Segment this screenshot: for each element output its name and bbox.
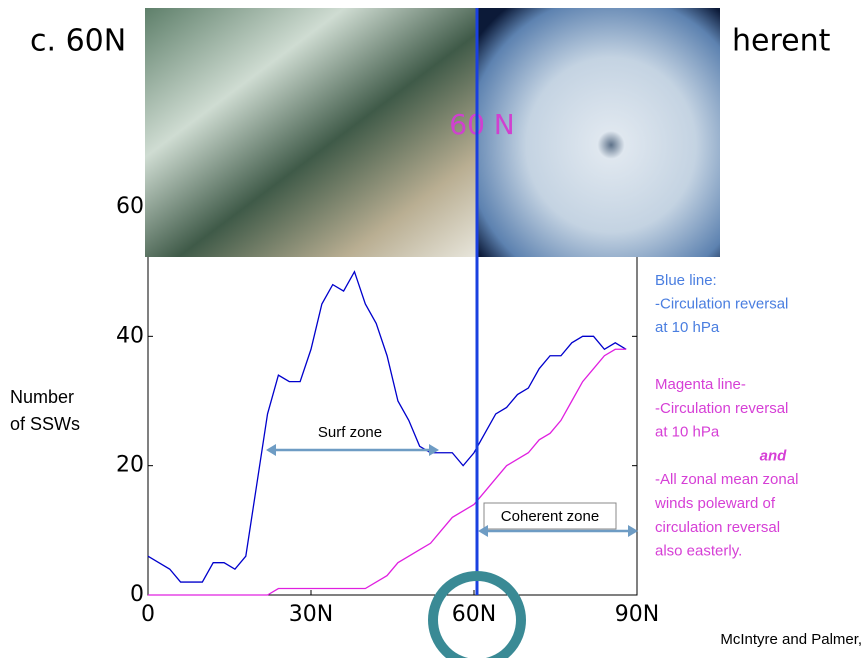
blue-note: at 10 hPa [655,319,720,336]
notes: Blue line: -Circulation reversal at 10 hPa… [654,272,798,560]
magenta-note: also easterly. [655,543,742,560]
x-tick-label: 30N [289,602,333,627]
surf-label: Surf zone [318,424,382,441]
y-axis-label: of SSWs [10,414,80,434]
wave-photo [145,8,478,257]
plot-frame [148,207,637,595]
title: c. 60N [30,24,126,59]
magenta-note: winds poleward of [654,495,776,512]
magenta-note: Magenta line- [655,376,746,393]
blue-note: -Circulation reversal [655,295,788,312]
y-tick-label: 20 [116,453,144,478]
y-tick-label: 40 [116,323,144,348]
data-line [148,272,626,582]
blue-note: Blue line: [655,272,717,289]
magenta-note: at 10 hPa [655,424,720,441]
data-line [148,349,626,595]
magenta-note: and [760,447,788,464]
citation: McIntyre and Palmer, 1984 [720,631,865,648]
magenta-note: -All zonal mean zonal [655,471,798,488]
image-label: 60 N [449,108,514,141]
magenta-note: circulation reversal [655,519,780,536]
x-tick-label: 0 [141,602,155,627]
arrowhead [429,444,439,456]
coherent-label: Coherent zone [501,508,599,525]
slide: c. 60N herent 0204060030N60N90NNumberof … [0,0,865,658]
x-tick-label: 60N [452,602,496,627]
arrowhead [478,525,488,537]
y-tick-label: 60 [116,194,144,219]
y-axis-label: Number [10,387,74,407]
title: herent [732,24,831,59]
x-tick-label: 90N [615,602,659,627]
arrowhead [266,444,276,456]
magenta-note: -Circulation reversal [655,400,788,417]
